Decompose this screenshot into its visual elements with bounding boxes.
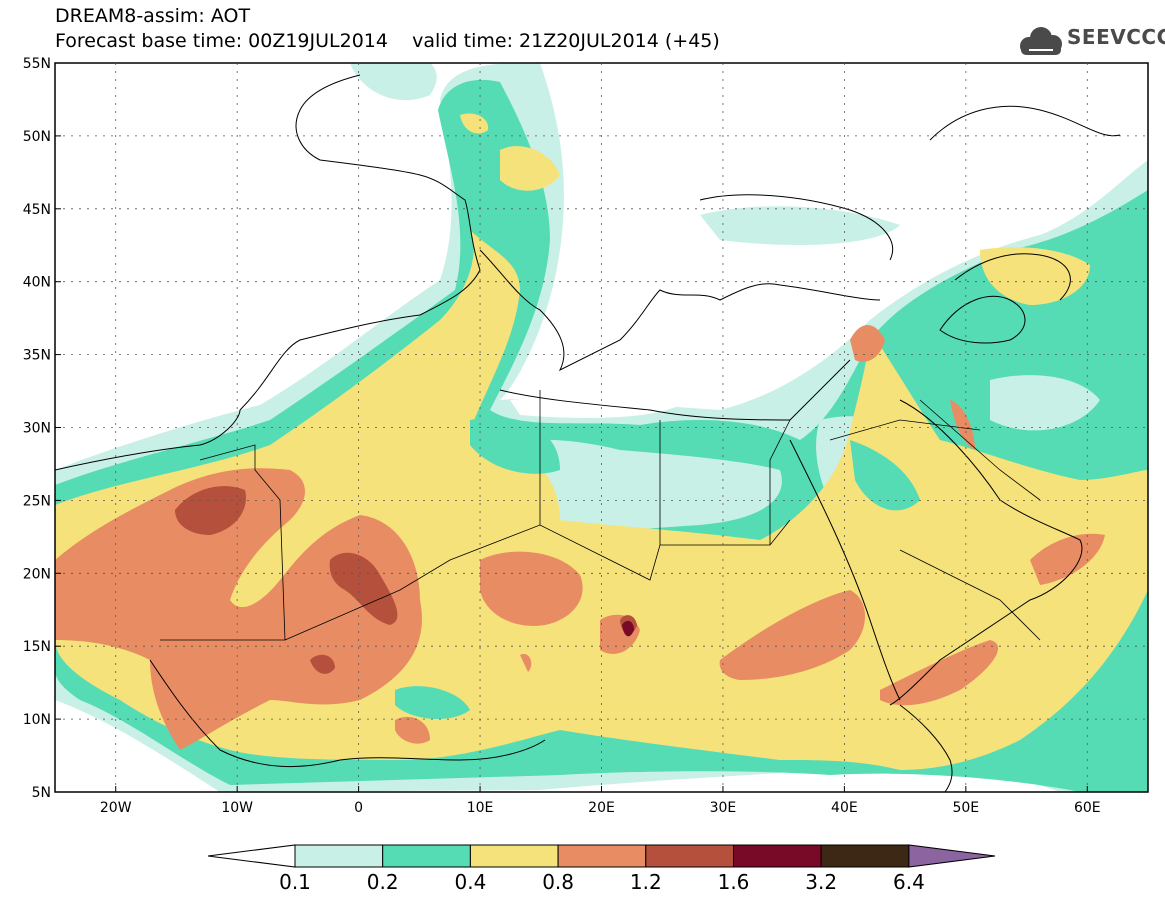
aot-band-1.6	[622, 620, 634, 637]
lon-tick-label: 30E	[710, 800, 737, 816]
lon-tick-label: 60E	[1074, 800, 1101, 816]
colorbar-over-arrow	[908, 844, 996, 868]
lat-tick-label: 10N	[23, 712, 51, 728]
lat-tick-label: 50N	[23, 129, 51, 145]
latitude-ticks: 5N 10N 15N 20N 25N 30N 35N 40N 45N 50N 55N	[23, 56, 61, 801]
gridlines	[55, 63, 1148, 792]
logo-text: SEEVCCC	[1067, 25, 1165, 49]
colorbar-swatch	[733, 844, 822, 868]
colorbar-swatch	[645, 844, 734, 868]
country-borders	[160, 390, 1041, 641]
colorbar-label: 3.2	[805, 870, 837, 894]
lon-tick-label: 10W	[221, 800, 253, 816]
lon-tick-label: 0	[354, 800, 363, 816]
colorbar-swatch	[469, 844, 559, 868]
lat-tick-label: 45N	[23, 202, 51, 218]
lat-tick-label: 15N	[23, 639, 51, 655]
lat-tick-label: 20N	[23, 566, 51, 582]
colorbar-label: 0.4	[454, 870, 486, 894]
colorbar-label: 1.2	[630, 870, 662, 894]
coastlines	[55, 74, 1121, 792]
lat-tick-label: 5N	[32, 785, 51, 801]
lat-tick-label: 40N	[23, 275, 51, 291]
colorbar-label: 0.8	[542, 870, 574, 894]
lat-tick-label: 35N	[23, 348, 51, 364]
lat-tick-label: 55N	[23, 56, 51, 72]
colorbar-swatch	[382, 844, 471, 868]
colorbar-swatch	[557, 844, 647, 868]
colorbar-label: 6.4	[893, 870, 925, 894]
colorbar-label: 1.6	[718, 870, 750, 894]
map-title-times: Forecast base time: 00Z19JUL2014 valid t…	[55, 30, 720, 52]
colorbar-label: 0.2	[367, 870, 399, 894]
map-frame: 20W 10W 0 10E 20E 30E 40E 50E 60E 5N 10N 15N 20N 25N…	[23, 56, 1149, 816]
lon-tick-label: 20E	[588, 800, 615, 816]
colorbar: 0.1 0.2 0.4 0.8 1.2 1.6 3.2 6.4	[207, 844, 996, 894]
lon-tick-label: 40E	[831, 800, 858, 816]
colorbar-under-arrow	[207, 844, 296, 868]
lon-tick-label: 50E	[952, 800, 979, 816]
lon-tick-label: 20W	[100, 800, 132, 816]
colorbar-swatch	[294, 844, 384, 868]
aot-band-0.2-inner	[395, 417, 920, 720]
aot-band-1.2	[175, 486, 637, 674]
lat-tick-label: 30N	[23, 421, 51, 437]
seevccc-logo	[1020, 27, 1062, 55]
map-title-model: DREAM8-assim: AOT	[55, 5, 251, 27]
colorbar-label: 0.1	[279, 870, 311, 894]
lat-tick-label: 25N	[23, 493, 51, 509]
cloud-icon	[1020, 27, 1062, 55]
lon-tick-label: 10E	[467, 800, 494, 816]
colorbar-swatch	[820, 844, 910, 868]
longitude-ticks: 20W 10W 0 10E 20E 30E 40E 50E 60E	[100, 786, 1101, 816]
